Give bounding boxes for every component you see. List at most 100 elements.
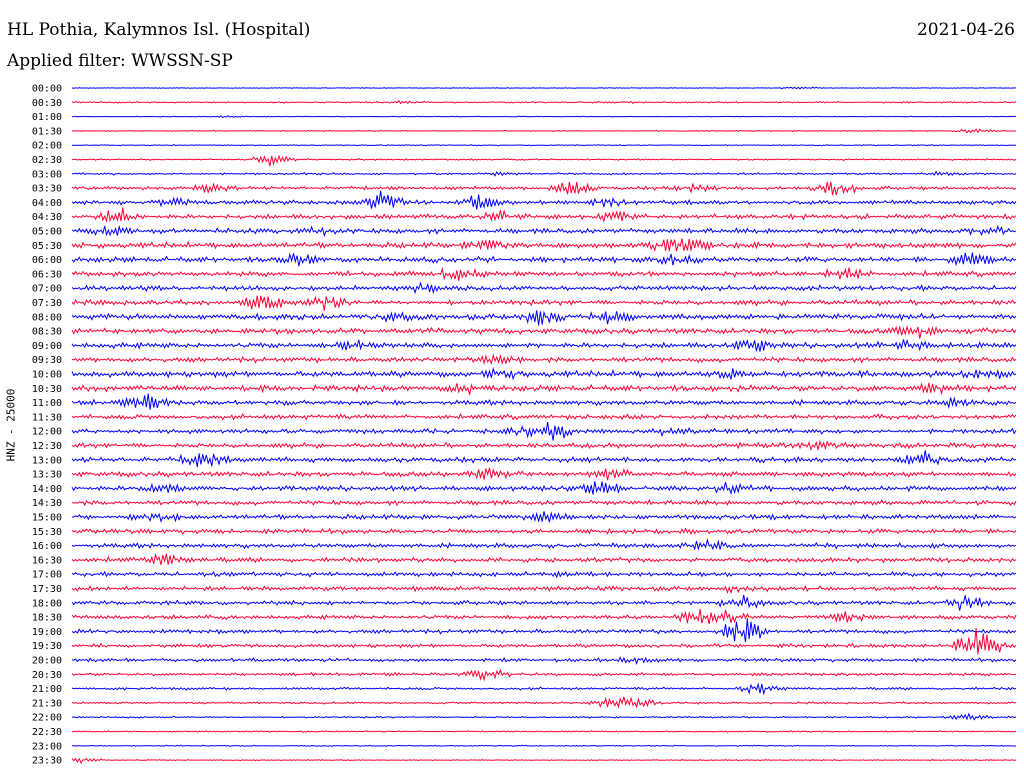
time-tick-label: 02:30 <box>32 155 62 166</box>
trace-line <box>71 552 1017 565</box>
trace-line <box>71 682 1017 696</box>
time-tick-label: 13:30 <box>32 470 62 481</box>
trace-line <box>71 537 1017 551</box>
time-tick-label: 15:00 <box>32 513 62 524</box>
trace-line <box>71 450 1017 468</box>
trace-line <box>71 181 1017 196</box>
trace-line <box>71 190 1017 210</box>
trace-line <box>71 422 1017 441</box>
time-tick-label: 01:00 <box>32 112 62 123</box>
time-tick-label: 12:00 <box>32 427 62 438</box>
time-tick-label: 18:30 <box>32 613 62 624</box>
time-tick-label: 13:00 <box>32 455 62 466</box>
trace-line <box>71 310 1017 326</box>
time-tick-label: 07:00 <box>32 284 62 295</box>
trace-line <box>71 730 1017 733</box>
time-tick-label: 17:00 <box>32 570 62 581</box>
trace-line <box>71 238 1017 252</box>
trace-line <box>71 115 1017 119</box>
time-tick-label: 17:30 <box>32 584 62 595</box>
trace-line <box>71 154 1017 167</box>
trace-line <box>71 86 1017 90</box>
trace-line <box>71 207 1017 223</box>
trace-line <box>71 382 1017 396</box>
time-tick-label: 03:00 <box>32 169 62 180</box>
trace-line <box>71 527 1017 535</box>
trace-line <box>71 594 1017 611</box>
time-tick-label: 08:00 <box>32 312 62 323</box>
date-label: 2021-04-26 <box>916 20 1015 40</box>
time-tick-label: 16:00 <box>32 541 62 552</box>
trace-line <box>71 366 1017 381</box>
time-tick-label: 06:30 <box>32 269 62 280</box>
time-tick-label: 04:30 <box>32 212 62 223</box>
trace-line <box>71 252 1017 267</box>
trace-line <box>71 393 1017 410</box>
time-tick-label: 20:00 <box>32 656 62 667</box>
trace-line <box>71 338 1017 352</box>
time-tick-label: 04:00 <box>32 198 62 209</box>
time-tick-label: 08:30 <box>32 327 62 338</box>
time-tick-label: 19:00 <box>32 627 62 638</box>
trace-line <box>71 696 1017 709</box>
time-tick-label: 01:30 <box>32 126 62 137</box>
time-tick-label: 18:00 <box>32 598 62 609</box>
trace-line <box>71 757 1017 765</box>
time-tick-label: 22:00 <box>32 713 62 724</box>
trace-line <box>71 353 1017 366</box>
time-tick-label: 22:30 <box>32 727 62 738</box>
trace-line <box>71 170 1017 177</box>
time-tick-label: 00:00 <box>32 84 62 95</box>
trace-line <box>71 584 1017 595</box>
trace-line <box>71 481 1017 496</box>
time-tick-label: 09:00 <box>32 341 62 352</box>
time-tick-label: 16:30 <box>32 555 62 566</box>
time-tick-label: 19:30 <box>32 641 62 652</box>
time-tick-label: 23:30 <box>32 756 62 767</box>
trace-line <box>71 712 1017 721</box>
trace-line <box>71 608 1017 625</box>
trace-line <box>71 656 1017 665</box>
time-tick-label: 11:30 <box>32 412 62 423</box>
time-tick-label: 03:30 <box>32 184 62 195</box>
trace-line <box>71 267 1017 281</box>
time-tick-label: 10:30 <box>32 384 62 395</box>
trace-line <box>71 412 1017 421</box>
time-tick-label: 20:30 <box>32 670 62 681</box>
time-tick-label: 02:00 <box>32 141 62 152</box>
trace-line <box>71 224 1017 238</box>
time-tick-label: 07:30 <box>32 298 62 309</box>
filter-label: Applied filter: WWSSN-SP <box>7 51 233 71</box>
trace-line <box>71 295 1017 311</box>
trace-line <box>71 668 1017 682</box>
time-tick-label: 12:30 <box>32 441 62 452</box>
time-tick-label: 05:00 <box>32 227 62 238</box>
trace-line <box>71 511 1017 523</box>
trace-line <box>71 281 1017 295</box>
trace-line <box>71 99 1017 105</box>
trace-line <box>71 628 1017 655</box>
station-title: HL Pothia, Kalymnos Isl. (Hospital) <box>7 20 311 40</box>
trace-line <box>71 144 1017 147</box>
time-tick-label: 05:30 <box>32 241 62 252</box>
time-tick-label: 06:00 <box>32 255 62 266</box>
trace-line <box>71 570 1017 579</box>
trace-line <box>71 128 1017 134</box>
trace-line <box>71 439 1017 451</box>
time-tick-label: 21:30 <box>32 698 62 709</box>
time-tick-label: 15:30 <box>32 527 62 538</box>
trace-line <box>71 324 1017 339</box>
trace-line <box>71 498 1017 507</box>
time-tick-label: 09:30 <box>32 355 62 366</box>
time-tick-label: 21:00 <box>32 684 62 695</box>
trace-line <box>71 467 1017 481</box>
time-tick-label: 11:00 <box>32 398 62 409</box>
time-tick-label: 23:00 <box>32 741 62 752</box>
time-tick-label: 10:00 <box>32 370 62 381</box>
trace-line <box>71 744 1017 747</box>
trace-line <box>71 618 1017 643</box>
time-tick-label: 14:30 <box>32 498 62 509</box>
time-tick-label: 00:30 <box>32 98 62 109</box>
time-tick-label: 14:00 <box>32 484 62 495</box>
